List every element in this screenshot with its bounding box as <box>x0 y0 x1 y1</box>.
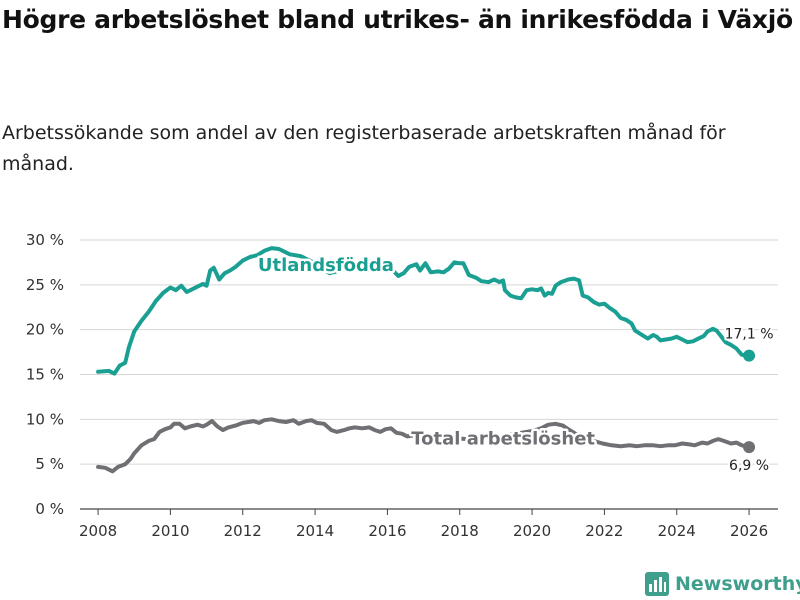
series-end-value-label: 17,1 % <box>725 327 774 343</box>
bar-chart-icon <box>645 572 669 596</box>
y-tick-label: 30 % <box>26 231 64 249</box>
x-axis: 2008 2010 2012 2014 2016 2018 2020 2022 2024 2026 <box>79 509 768 540</box>
series-name-label: Total arbetslöshet <box>411 429 595 450</box>
series-line-utlandsfodda <box>96 246 752 376</box>
series-end-marker <box>743 441 756 454</box>
y-tick-label: 5 % <box>35 455 64 473</box>
line-chart: 0 %5 %10 %15 %20 %25 %30 % 2008 2010 2012 2… <box>26 231 778 540</box>
y-tick-label: 10 % <box>26 410 64 428</box>
brand-logo: Newsworthy <box>645 570 800 598</box>
gridlines <box>80 239 778 510</box>
chart-subtitle: Arbetssökande som andel av den registerb… <box>2 122 726 175</box>
series-end-marker <box>743 349 756 362</box>
chart-title: Högre arbetslöshet bland utrikes- än inr… <box>2 5 793 34</box>
x-tick-label: 2010 <box>151 522 189 540</box>
series-labels: Utlandsfödda Total arbetslöshet 17,1 % 6,9 … <box>255 253 775 476</box>
series-name-label: Utlandsfödda <box>258 255 394 276</box>
series-line-total <box>96 417 752 474</box>
x-tick-label: 2018 <box>441 522 479 540</box>
x-tick-label: 2022 <box>585 522 623 540</box>
y-tick-label: 25 % <box>26 276 64 294</box>
x-tick-label: 2014 <box>296 522 334 540</box>
series-end-value-label: 6,9 % <box>729 458 769 474</box>
x-tick-label: 2012 <box>224 522 262 540</box>
brand-name: Newsworthy <box>675 573 800 595</box>
x-tick-label: 2026 <box>730 522 768 540</box>
x-tick-label: 2024 <box>658 522 696 540</box>
series-lines <box>96 246 756 474</box>
y-axis: 0 % 5 % 10 % 15 % 20 % 25 % 30 % <box>26 231 64 518</box>
x-tick-label: 2008 <box>79 522 117 540</box>
x-tick-label: 2020 <box>513 522 551 540</box>
x-tick-label: 2016 <box>368 522 406 540</box>
y-tick-label: 15 % <box>26 366 64 384</box>
y-tick-label: 20 % <box>26 321 64 339</box>
y-tick-label: 0 % <box>35 500 64 518</box>
